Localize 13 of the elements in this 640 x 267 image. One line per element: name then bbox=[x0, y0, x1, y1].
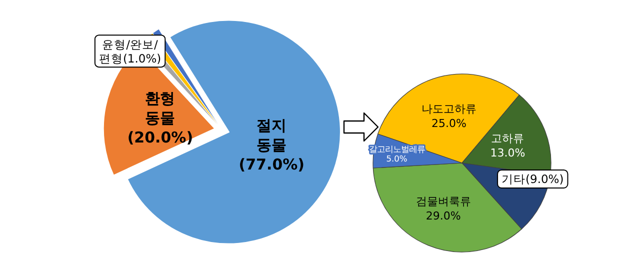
data-label: 25.0% bbox=[431, 116, 466, 130]
data-label: 29.0% bbox=[426, 209, 461, 222]
slice-label: 환형 동물 bbox=[145, 90, 176, 128]
data-label: (77.0%) bbox=[238, 156, 305, 174]
data-label: 5.0% bbox=[386, 154, 408, 164]
slice-label: 기타(9.0%) bbox=[502, 172, 564, 186]
slice-label: 고하류 bbox=[491, 132, 524, 146]
data-label: 13.0% bbox=[490, 146, 526, 160]
slice-label: 검물벼룩류 bbox=[416, 194, 471, 208]
slice-label: 나도고하류 bbox=[421, 102, 476, 116]
slice-label: 절지 동물 bbox=[256, 116, 287, 154]
data-label: (20.0%) bbox=[127, 128, 194, 147]
slice-label: 윤형/완보/ 편형(1.0%) bbox=[98, 37, 162, 66]
